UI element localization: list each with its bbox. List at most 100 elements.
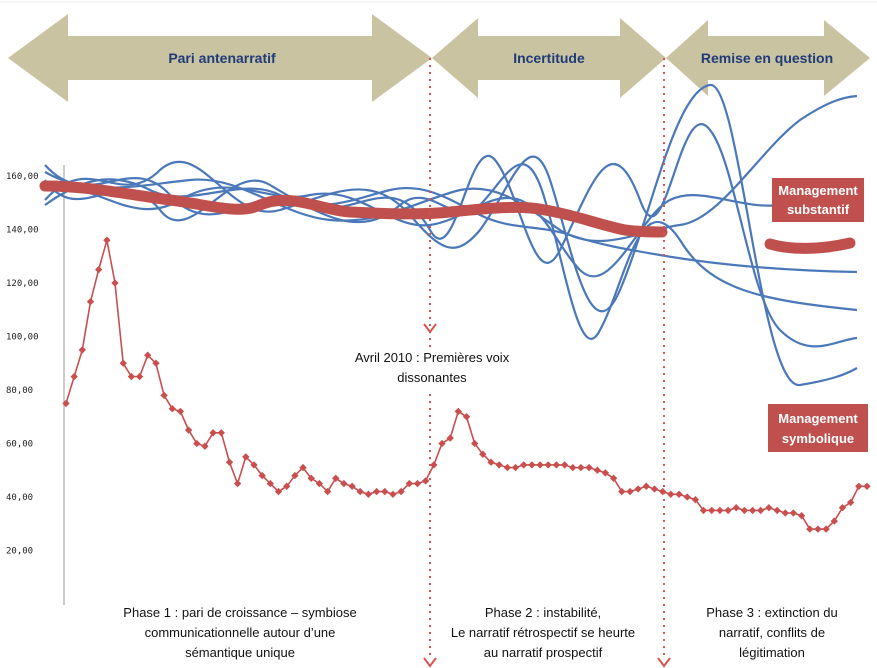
- red-series-point: [201, 442, 209, 450]
- red-series-point: [332, 474, 340, 482]
- red-series-point: [438, 439, 446, 448]
- phase-1-line3: sémantique unique: [185, 645, 295, 660]
- arrow-incertitude: [432, 18, 666, 98]
- red-series-point: [413, 479, 422, 488]
- red-series-point: [323, 487, 332, 496]
- red-series-point: [135, 372, 144, 381]
- phase-3-line3: légitimation: [739, 645, 805, 660]
- y-tick-label: 100,00: [6, 333, 39, 343]
- phase-3-line1: Phase 3 : extinction du: [706, 605, 838, 620]
- red-series-point: [765, 504, 773, 512]
- red-series-point: [250, 461, 258, 469]
- red-series-point: [209, 429, 217, 437]
- y-tick-label: 40,00: [6, 493, 33, 503]
- red-band-main: [39, 180, 668, 238]
- tag-substantif-line2: substantif: [787, 202, 850, 217]
- arrow-pari-antenarratif: [8, 14, 432, 102]
- red-series-point: [528, 461, 536, 469]
- event-annotation: Avril 2010 : Premières voix dissonantes: [330, 348, 534, 390]
- red-series-point: [495, 461, 503, 469]
- red-series-point: [462, 413, 471, 421]
- red-series-point: [405, 479, 413, 488]
- red-series-point: [242, 453, 250, 461]
- red-series-point: [274, 487, 283, 496]
- red-series-point: [70, 372, 78, 381]
- divider-1-chevron-bottom: [423, 657, 437, 668]
- red-series-point: [479, 450, 487, 458]
- y-tick-label: 60,00: [6, 440, 33, 450]
- red-series-point: [111, 279, 119, 287]
- blue-line-4: [44, 186, 858, 278]
- red-series-point: [184, 426, 193, 434]
- red-series-point: [708, 506, 716, 515]
- red-series-point: [340, 479, 348, 488]
- red-series-point: [86, 298, 95, 306]
- red-series-point: [503, 463, 512, 472]
- arrow-remise-en-question: [666, 20, 870, 96]
- phase-3-line2: narratif, conflits de: [719, 625, 825, 640]
- red-series-point: [863, 482, 871, 490]
- red-band-tail: [764, 237, 856, 254]
- red-series-point: [348, 482, 356, 490]
- red-data-series: [62, 236, 871, 533]
- red-series-point: [797, 512, 806, 520]
- red-series-point: [356, 487, 364, 496]
- y-tick-label: 20,00: [6, 547, 33, 557]
- event-annotation-line1: Avril 2010 : Premières voix: [355, 350, 510, 365]
- event-annotation-line2: dissonantes: [397, 370, 467, 385]
- red-series-point: [119, 359, 127, 367]
- red-series-point: [618, 487, 626, 496]
- event-annotation-bg: [330, 348, 534, 390]
- red-series-point: [601, 469, 610, 477]
- red-series-point: [168, 405, 176, 413]
- red-series-point: [789, 509, 798, 517]
- divider-1-chevron-mid: [423, 323, 437, 334]
- red-series-point: [471, 439, 479, 448]
- red-series-point: [364, 490, 373, 498]
- tag-substantif-line1: Management: [778, 183, 858, 198]
- red-series-point: [724, 506, 732, 515]
- phase-descriptions: Phase 1 : pari de croissance – symbiose …: [123, 605, 837, 660]
- red-series-point: [397, 487, 405, 496]
- red-series-point: [62, 399, 70, 408]
- red-series-point: [773, 506, 781, 515]
- y-tick-label: 140,00: [6, 226, 39, 236]
- red-series-point: [814, 525, 822, 533]
- red-series-point: [511, 463, 520, 472]
- phase-arrows: Pari antenarratif Incertitude Remise en …: [8, 14, 870, 102]
- divider-2-chevron-bottom: [657, 657, 671, 668]
- red-series-point: [683, 493, 691, 501]
- red-series-point: [560, 461, 569, 469]
- y-axis: 20,00 40,00 60,00 80,00 100,00 120,00 140,00 16…: [6, 165, 65, 605]
- red-series-point: [193, 439, 201, 448]
- red-series-point: [307, 474, 315, 482]
- y-tick-label: 160,00: [6, 172, 39, 182]
- y-tick-labels: 20,00 40,00 60,00 80,00 100,00 120,00 140,00 16…: [6, 172, 39, 557]
- red-series-point: [626, 487, 634, 496]
- arrow-label-remise: Remise en question: [701, 50, 833, 66]
- red-series-point: [716, 506, 724, 515]
- red-series-point: [258, 471, 266, 480]
- blue-line-2: [44, 83, 858, 387]
- red-series-point: [95, 265, 103, 274]
- phase-2-line1: Phase 2 : instabilité,: [485, 605, 601, 620]
- red-series-point: [127, 372, 136, 381]
- red-series-point: [667, 490, 675, 498]
- red-series-point: [299, 463, 307, 472]
- phase-1-line1: Phase 1 : pari de croissance – symbiose: [123, 605, 356, 620]
- tag-management-symbolique: Management symbolique: [768, 404, 868, 452]
- red-series-point: [233, 479, 242, 488]
- red-series-point: [487, 458, 495, 466]
- red-series-point: [699, 506, 708, 515]
- phase-2-line2: Le narratif rétrospectif se heurte: [451, 625, 635, 640]
- arrow-label-incertitude: Incertitude: [513, 50, 585, 66]
- red-series-point: [642, 482, 650, 490]
- red-series-point: [536, 461, 544, 469]
- red-series-point: [372, 487, 381, 496]
- tag-substantif-box: [772, 178, 864, 222]
- red-series-point: [421, 477, 430, 485]
- red-series-point: [144, 351, 152, 359]
- red-series-point: [781, 509, 789, 517]
- arrow-label-pari: Pari antenarratif: [168, 50, 276, 66]
